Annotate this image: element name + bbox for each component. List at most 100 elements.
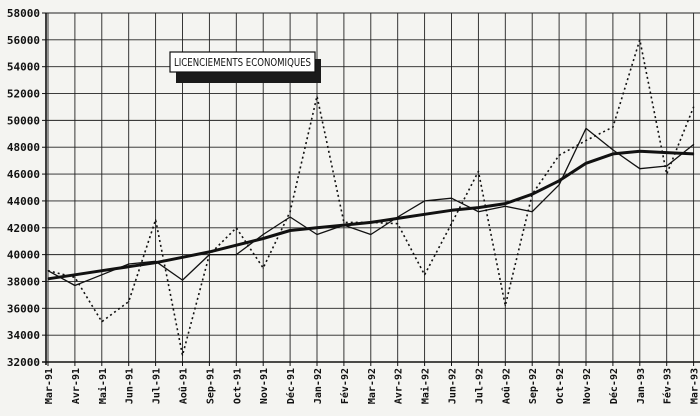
data-point-solid bbox=[585, 127, 587, 130]
data-point-bold bbox=[289, 229, 291, 232]
data-point-bold bbox=[477, 207, 479, 209]
data-point-dotted bbox=[504, 305, 506, 307]
data-point-bold bbox=[558, 180, 560, 182]
data-point-bold bbox=[74, 274, 76, 276]
y-tick-label: 54000 bbox=[7, 61, 40, 74]
data-point-solid bbox=[370, 233, 372, 236]
data-point-bold bbox=[262, 237, 264, 240]
data-point-bold bbox=[208, 251, 210, 253]
x-tick-label: Jun-91 bbox=[125, 368, 136, 404]
data-point-dotted bbox=[235, 227, 237, 229]
data-point-bold bbox=[370, 221, 372, 223]
x-tick-label: Mar-93 bbox=[690, 368, 700, 404]
data-point-solid bbox=[208, 254, 210, 256]
data-point-solid bbox=[128, 263, 130, 265]
legend: LICENCIEMENTS ECONOMIQUES bbox=[169, 51, 321, 83]
data-point-bold bbox=[639, 150, 641, 152]
y-tick-label: 58000 bbox=[7, 7, 40, 20]
data-point-solid bbox=[101, 274, 103, 276]
x-tick-label: Mai-91 bbox=[97, 368, 109, 404]
data-point-bold bbox=[531, 193, 533, 195]
data-point-solid bbox=[74, 284, 76, 287]
x-tick-label: Mai-92 bbox=[420, 368, 432, 404]
data-point-dotted bbox=[450, 223, 453, 225]
data-point-solid bbox=[262, 233, 264, 236]
x-tick-label: Aoû-92 bbox=[500, 368, 512, 404]
data-point-dotted bbox=[558, 154, 560, 156]
y-tick-label: 36000 bbox=[7, 302, 40, 315]
x-tick-label: Avr-92 bbox=[394, 368, 405, 404]
x-tick-label: Oct-91 bbox=[232, 368, 243, 404]
data-point-bold bbox=[450, 209, 453, 211]
x-tick-label: Jun-92 bbox=[448, 368, 459, 404]
y-tick-label: 40000 bbox=[7, 249, 40, 262]
x-tick-label: Jul-91 bbox=[152, 368, 163, 404]
grid bbox=[46, 12, 700, 363]
y-tick-label: 44000 bbox=[7, 195, 40, 208]
x-tick-label: Nov-92 bbox=[582, 368, 593, 404]
x-tick-label: Jul-92 bbox=[474, 368, 485, 404]
data-point-bold bbox=[47, 278, 49, 280]
x-tick-label: Fév-92 bbox=[339, 368, 351, 404]
data-point-dotted bbox=[343, 221, 345, 223]
y-axis-ticks: 32000 34000 36000 38000 40000 42000 44000 46000… bbox=[7, 7, 46, 369]
data-point-dotted bbox=[181, 354, 184, 356]
x-tick-label: Aoû-91 bbox=[178, 368, 190, 404]
data-point-dotted bbox=[693, 106, 695, 108]
y-tick-label: 56000 bbox=[7, 34, 40, 47]
data-point-bold bbox=[397, 217, 399, 219]
data-point-solid bbox=[558, 184, 560, 186]
data-point-bold bbox=[504, 203, 506, 205]
data-point-solid bbox=[289, 216, 291, 218]
data-point-solid bbox=[612, 149, 614, 151]
x-axis-ticks: Mar-91 Avr-91 Mai-91 Jun-91 Jul-91 Aoû-91 Sep-… bbox=[44, 362, 700, 404]
data-point-dotted bbox=[585, 139, 587, 142]
data-point-dotted bbox=[612, 126, 614, 128]
x-tick-label: Jan-92 bbox=[313, 368, 324, 404]
x-tick-label: Nov-91 bbox=[259, 368, 270, 404]
data-point-solid bbox=[181, 279, 184, 281]
data-point-dotted bbox=[101, 321, 103, 323]
data-point-solid bbox=[424, 200, 426, 202]
data-point-dotted bbox=[289, 211, 291, 213]
x-tick-label: Mar-92 bbox=[367, 368, 378, 404]
data-point-solid bbox=[47, 270, 49, 272]
data-point-solid bbox=[693, 143, 695, 146]
x-tick-label: Avr-91 bbox=[71, 368, 82, 404]
data-point-bold bbox=[666, 152, 668, 154]
y-tick-label: 34000 bbox=[7, 329, 40, 342]
data-point-solid bbox=[531, 211, 533, 213]
data-point-bold bbox=[424, 213, 426, 215]
y-tick-label: 48000 bbox=[7, 141, 40, 154]
x-tick-label: Déc-91 bbox=[285, 368, 297, 404]
x-tick-label: Sep-91 bbox=[205, 368, 216, 404]
data-point-dotted bbox=[74, 276, 76, 279]
data-point-dotted bbox=[639, 39, 641, 41]
data-point-bold bbox=[343, 224, 345, 226]
data-point-dotted bbox=[262, 267, 264, 269]
x-tick-label: Mar-91 bbox=[44, 368, 55, 404]
data-point-dotted bbox=[477, 170, 479, 172]
data-point-bold bbox=[128, 266, 130, 268]
data-point-bold bbox=[155, 262, 157, 264]
data-point-solid bbox=[504, 205, 506, 207]
data-point-bold bbox=[693, 153, 695, 155]
data-point-bold bbox=[585, 162, 587, 164]
y-tick-label: 32000 bbox=[7, 356, 40, 369]
data-point-dotted bbox=[424, 274, 426, 276]
data-point-solid bbox=[450, 197, 453, 199]
data-point-bold bbox=[316, 227, 318, 229]
y-tick-label: 46000 bbox=[7, 168, 40, 181]
data-point-solid bbox=[477, 211, 479, 213]
x-tick-label: Oct-92 bbox=[555, 368, 566, 404]
data-point-bold bbox=[101, 270, 103, 272]
data-point-solid bbox=[235, 254, 237, 256]
legend-box bbox=[169, 51, 316, 73]
data-point-solid bbox=[639, 168, 641, 170]
data-point-solid bbox=[316, 233, 318, 236]
y-tick-label: 52000 bbox=[7, 88, 40, 101]
y-tick-label: 38000 bbox=[7, 275, 40, 288]
data-point-dotted bbox=[666, 173, 668, 175]
x-tick-label: Jan-93 bbox=[636, 368, 647, 404]
